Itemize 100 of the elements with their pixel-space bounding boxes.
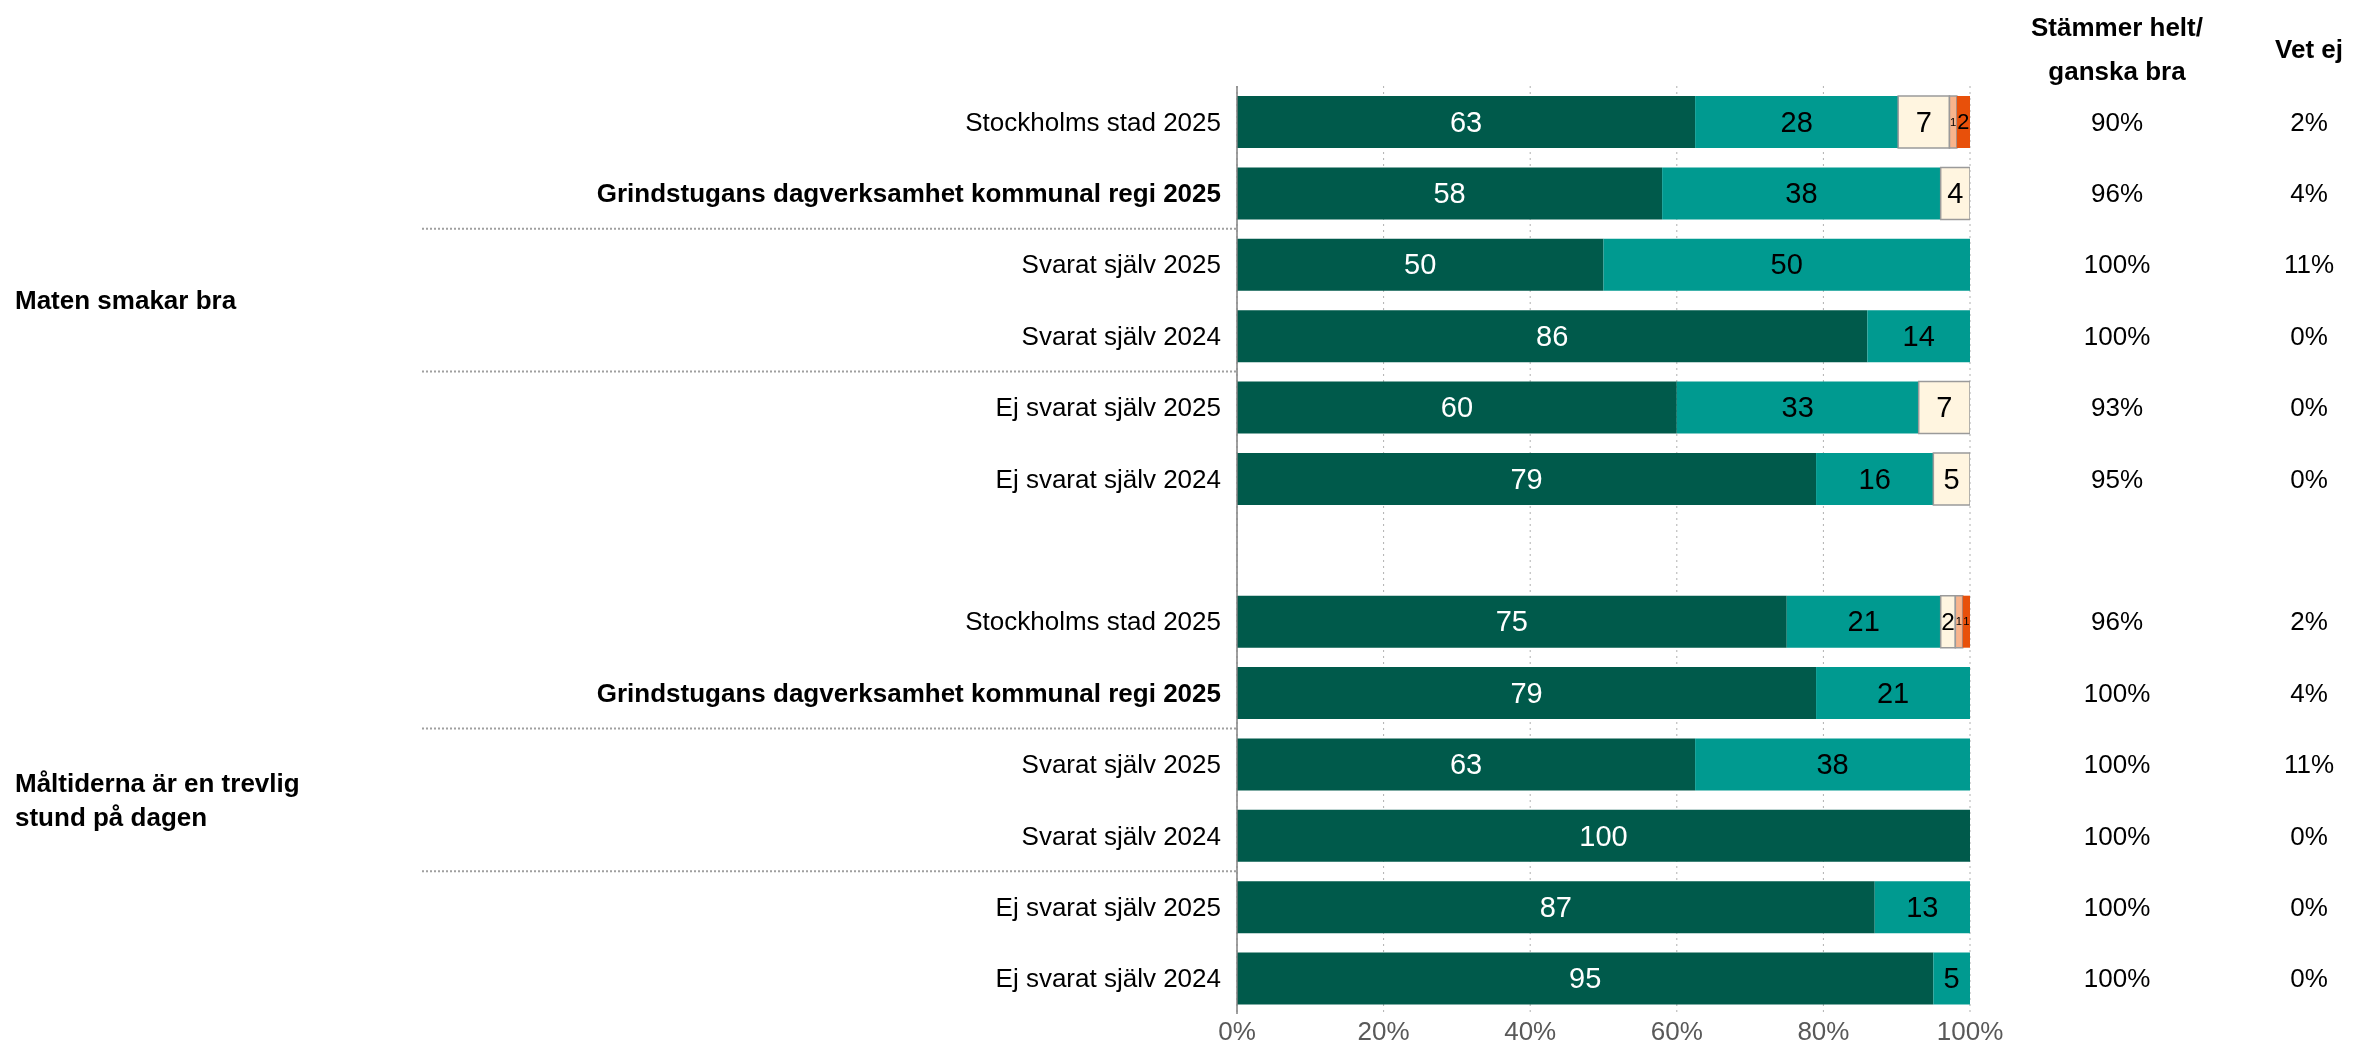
data-label: 63 [1449,105,1483,138]
y-tick-label: Stockholms stad 2025 [965,606,1221,637]
data-label: 7 [1936,391,1953,424]
bar [1237,238,1604,291]
bar [1237,881,1875,934]
text: 0% [2290,963,2328,994]
data-label: 2 [1941,607,1955,635]
data-label: 2 [1957,109,1970,135]
data-label: 1 [1949,115,1957,128]
text: 100% [2083,677,2151,708]
text: 96% [2090,178,2144,209]
data-label: 60 [1440,391,1474,424]
data-label: 50 [1770,248,1803,281]
x-tick-label: 60% [1650,1016,1703,1047]
bar [1237,96,1696,148]
data-label: 58 [1433,177,1466,210]
bar [1662,167,1941,220]
text: 90% [2090,106,2144,137]
data-label: 95 [1569,962,1602,995]
text: 0% [2290,392,2328,423]
y-tick-label: Grindstugans dagverksamhet kommunal regi 2025 [596,677,1221,708]
data-label: 79 [1510,462,1543,495]
text: Stämmer helt/ ganska bra [2031,12,2203,86]
text: Måltiderna är en trevlig stund på dagen [15,767,300,832]
data-label: 5 [1943,962,1960,995]
data-label: 38 [1785,177,1818,210]
text: 100% [2083,749,2151,780]
data-label: 63 [1449,748,1483,781]
bar [1786,595,1941,648]
text: 95% [2090,463,2144,494]
y-tick-label: Ej svarat själv 2025 [995,392,1221,423]
x-tick-label: 20% [1357,1016,1410,1047]
bar [1237,595,1787,648]
data-label: 87 [1539,890,1572,923]
bar [1237,952,1934,1005]
data-label: 13 [1906,890,1939,923]
x-tick-label: 0% [1218,1016,1256,1047]
text: 100% [2083,963,2151,994]
data-label: 5 [1943,462,1960,495]
text: 100% [2083,820,2151,851]
bar [1932,452,1970,506]
y-tick-label: Ej svarat själv 2024 [995,963,1221,994]
bar [1816,667,1970,720]
y-tick-label: Ej svarat själv 2025 [995,891,1221,922]
bar [1874,881,1970,934]
bar [1816,452,1934,505]
text: 100% [2083,249,2151,280]
y-tick-label: Grindstugans dagverksamhet kommunal regi 2025 [596,178,1221,209]
data-label: 21 [1876,676,1910,709]
y-tick-label: Svarat själv 2024 [1021,320,1221,351]
x-tick-label: 80% [1797,1016,1850,1047]
data-label: 75 [1495,605,1529,638]
text: 100% [2083,320,2151,351]
y-tick-label: Svarat själv 2025 [1021,249,1221,280]
bar [1867,310,1970,363]
bar [1237,452,1817,505]
y-tick-label: Svarat själv 2024 [1021,820,1221,851]
bar [1933,952,1970,1005]
bar [1237,667,1817,720]
y-tick-label: Stockholms stad 2025 [965,106,1221,137]
text: Vet ej [2275,34,2343,64]
bar [1237,809,1970,862]
text: Maten smakar bra [15,285,237,316]
bar [1603,238,1970,291]
text: 0% [2290,820,2328,851]
bar [1695,96,1899,148]
x-tick-label: 40% [1504,1016,1557,1047]
data-label: 4 [1947,177,1964,210]
bar [1917,380,1970,435]
data-label: 79 [1510,676,1543,709]
data-label: 7 [1915,105,1932,138]
text: 4% [2290,178,2328,209]
text: 0% [2290,891,2328,922]
bar [1237,167,1663,220]
text: 4% [2290,677,2328,708]
x-tick-label: 100% [1936,1016,2004,1047]
data-label: 50 [1404,248,1437,281]
data-label: 16 [1858,462,1891,495]
text: 2% [2290,606,2328,637]
bar [1237,310,1868,363]
text: 0% [2290,320,2328,351]
text: 0% [2290,463,2328,494]
text: 96% [2090,606,2144,637]
text: 100% [2083,891,2151,922]
data-label: 28 [1780,105,1813,138]
text: 11% [2283,749,2335,780]
text: 11% [2283,249,2335,280]
data-label: 38 [1816,748,1849,781]
text: 93% [2090,392,2144,423]
y-tick-label: Svarat själv 2025 [1021,749,1221,780]
data-label: 86 [1536,319,1569,352]
bar [1939,166,1970,221]
data-label: 33 [1781,391,1814,424]
bar [1237,738,1696,791]
data-label: 1 [1963,615,1970,628]
data-label: 14 [1902,319,1935,352]
bar [1676,381,1919,434]
bar [1695,738,1970,791]
data-label: 100 [1579,819,1628,852]
data-label: 1 [1955,615,1963,628]
